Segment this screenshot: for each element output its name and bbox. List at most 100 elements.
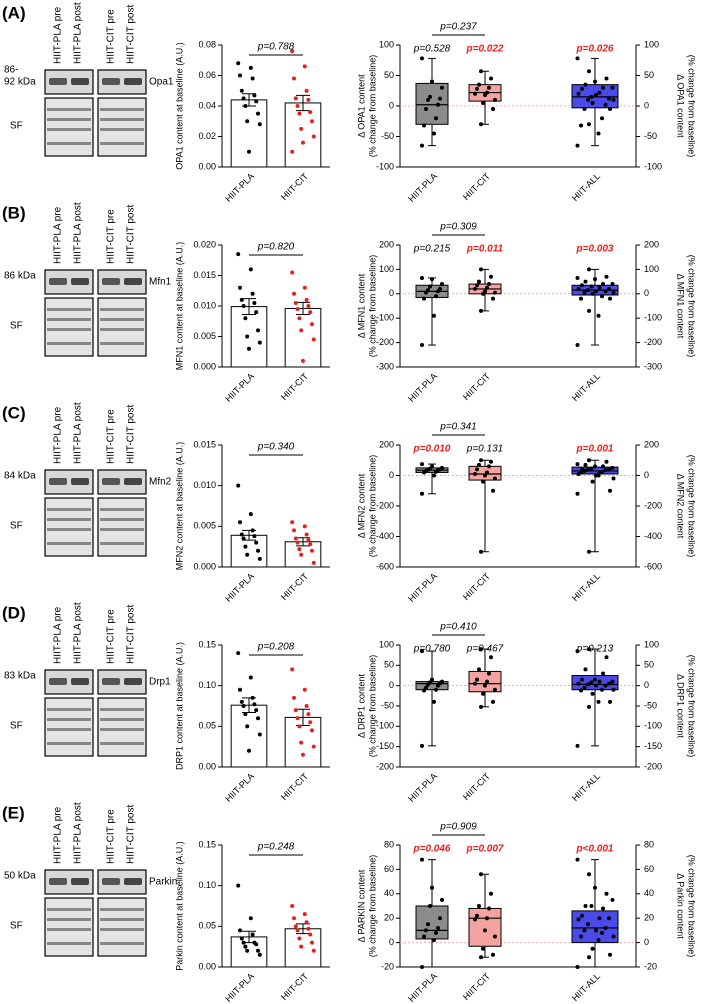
data-point <box>485 916 489 921</box>
data-point <box>250 76 255 81</box>
data-point <box>292 291 296 296</box>
data-point <box>481 691 485 696</box>
sf-band <box>100 542 144 545</box>
data-point <box>603 289 608 294</box>
p-value: p=0.248 <box>257 842 295 853</box>
y-tick-label: -300 <box>376 361 394 371</box>
data-point <box>575 743 580 748</box>
data-point <box>436 683 440 688</box>
data-point <box>302 285 307 290</box>
data-point <box>432 131 436 136</box>
y-axis-label: Δ MFN2 content <box>356 473 366 538</box>
data-point <box>245 948 250 953</box>
data-point <box>590 946 595 951</box>
data-point <box>254 310 259 315</box>
data-point <box>304 532 309 537</box>
data-point <box>241 536 246 541</box>
band <box>124 278 142 285</box>
data-point <box>290 520 295 525</box>
data-point <box>583 462 588 467</box>
data-point <box>481 291 485 296</box>
data-point <box>579 123 583 128</box>
data-point <box>483 683 487 688</box>
sf-label: SF <box>10 321 23 332</box>
box <box>415 905 449 940</box>
y2-tick-label: 50 <box>644 70 654 80</box>
data-point <box>306 712 311 717</box>
data-point <box>473 471 477 476</box>
p-value: p=0.003 <box>576 244 614 255</box>
data-point <box>477 279 481 284</box>
data-point <box>479 122 483 127</box>
data-point <box>611 476 616 481</box>
lane-label: HIIT-CIT pre <box>106 609 117 664</box>
lane-label: HIIT-PLA pre <box>53 406 64 464</box>
y-tick-label: 0.015 <box>193 439 216 449</box>
data-point <box>250 291 255 296</box>
sf-band <box>100 918 144 921</box>
data-point <box>290 270 295 275</box>
data-point <box>295 104 300 108</box>
data-point <box>243 316 248 321</box>
data-point <box>241 96 246 101</box>
band <box>71 78 89 85</box>
data-point <box>491 107 495 112</box>
data-point <box>308 932 313 937</box>
data-point <box>600 687 604 692</box>
data-point <box>479 704 483 709</box>
data-point <box>422 470 426 475</box>
data-point <box>310 119 314 124</box>
data-point <box>582 290 587 295</box>
data-point <box>422 688 426 693</box>
lane-label: HIIT-CIT post <box>126 205 137 264</box>
y-tick-label: 0.10 <box>198 680 216 690</box>
y-tick-label: 0.08 <box>198 39 216 49</box>
data-point <box>575 143 580 148</box>
data-point <box>485 679 489 684</box>
lane-label: HIIT-CIT pre <box>106 409 117 464</box>
x-tick-label: HIIT-CIT <box>279 571 310 602</box>
data-point <box>586 682 590 687</box>
x-tick-label: HIIT-CIT <box>461 971 492 1002</box>
data-point <box>607 96 611 101</box>
bar <box>284 307 322 368</box>
data-point <box>579 688 583 693</box>
data-point <box>256 548 260 553</box>
data-point <box>583 279 588 284</box>
protein-label: Opa1 <box>149 77 174 88</box>
data-point <box>436 925 440 930</box>
x-tick-label: HIIT-CIT <box>279 371 310 402</box>
y2-tick-label: -300 <box>644 361 662 371</box>
lane-label: HIIT-PLA pre <box>53 806 64 864</box>
data-point <box>608 488 612 493</box>
data-point <box>299 328 304 333</box>
data-point <box>293 924 298 929</box>
sf-band <box>47 118 91 121</box>
lane-label: HIIT-CIT post <box>126 605 137 664</box>
y2-tick-label: 0 <box>644 470 649 480</box>
sf-band <box>47 718 91 721</box>
y2-tick-label: 40 <box>644 888 654 898</box>
data-point <box>491 296 495 301</box>
data-point <box>479 69 483 74</box>
data-point <box>479 458 483 463</box>
blot-sf <box>97 897 147 957</box>
data-point <box>257 122 262 127</box>
x-tick-label: HIIT-ALL <box>570 971 602 1003</box>
blot-sf <box>44 897 94 957</box>
y2-tick-label: 100 <box>644 264 659 274</box>
data-point <box>475 467 479 472</box>
y-tick-label: 0.00 <box>198 761 216 771</box>
data-point <box>308 542 313 547</box>
data-point <box>292 528 296 533</box>
data-point <box>248 675 253 680</box>
box <box>415 82 449 125</box>
data-point <box>576 286 581 291</box>
panel-label: (C) <box>2 403 26 422</box>
data-point <box>424 290 428 295</box>
data-point <box>489 459 493 464</box>
band <box>49 478 67 485</box>
data-point <box>438 96 442 101</box>
data-point <box>290 667 295 672</box>
y2-tick-label: 100 <box>644 639 659 649</box>
